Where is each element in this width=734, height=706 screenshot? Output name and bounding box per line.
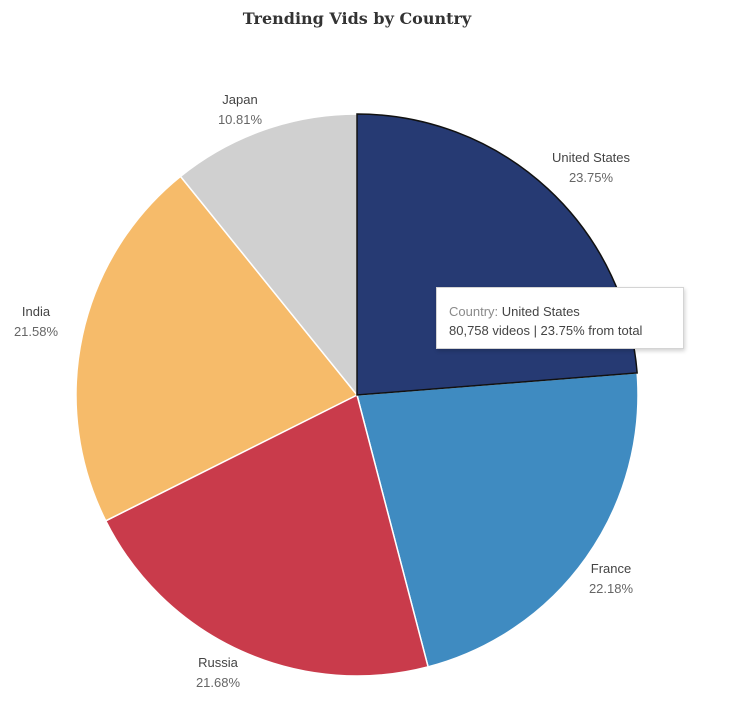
- slice-label: Russia: [198, 655, 239, 670]
- slice-percent-label: 23.75%: [569, 170, 614, 185]
- slice-percent-label: 21.58%: [14, 324, 59, 339]
- slice-label: United States: [552, 150, 631, 165]
- pie-slice-india[interactable]: [75, 175, 359, 522]
- tooltip-details: 80,758 videos | 23.75% from total: [449, 323, 643, 338]
- pie-slice-france[interactable]: [356, 372, 639, 668]
- slice-label: France: [591, 561, 631, 576]
- slice-percent-label: 10.81%: [218, 112, 263, 127]
- pie-slice-japan[interactable]: [179, 113, 358, 398]
- slice-label: Japan: [222, 92, 257, 107]
- slice-percent-label: 21.68%: [196, 675, 241, 690]
- pie-slice-russia[interactable]: [104, 393, 429, 677]
- chart-title: Trending Vids by Country: [242, 9, 472, 28]
- slice-label: India: [22, 304, 51, 319]
- tooltip-line1: Country: United States: [449, 302, 683, 321]
- tooltip-country: United States: [501, 304, 580, 319]
- tooltip: Country: United States 80,758 videos | 2…: [436, 287, 684, 349]
- slice-percent-label: 22.18%: [589, 581, 634, 596]
- tooltip-key: Country:: [449, 304, 499, 319]
